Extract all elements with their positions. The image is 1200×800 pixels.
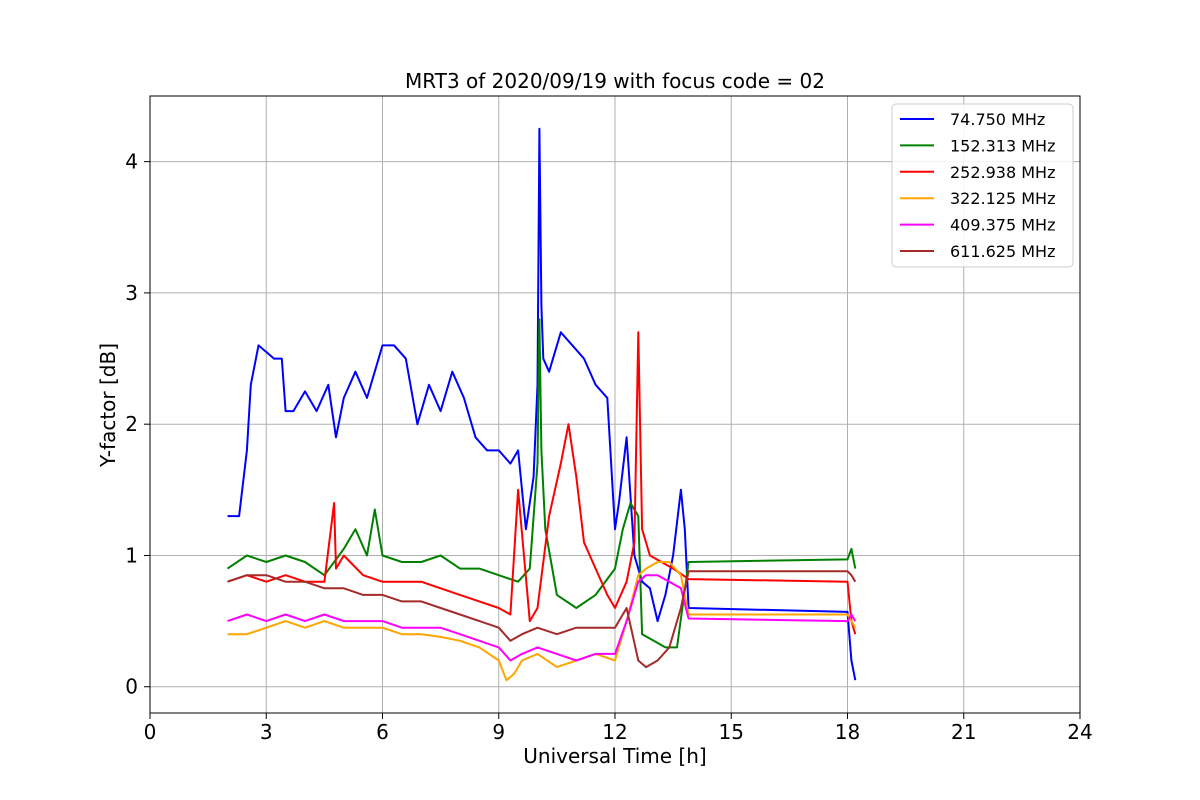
y-tick-label: 1	[125, 543, 138, 567]
series-line-4	[227, 561, 857, 682]
y-axis: 0 1 2 3 4	[125, 150, 150, 699]
series-line-5	[227, 574, 857, 662]
legend[interactable]: 74.750 MHz 152.313 MHz 252.938 MHz 322.125 …	[891, 103, 1074, 268]
x-tick-label: 9	[492, 720, 505, 744]
legend-label: 322.125 MHz	[950, 189, 1055, 208]
legend-label: 409.375 MHz	[950, 216, 1055, 235]
x-axis: 0 3 6 9 12 15 18 21 24	[144, 713, 1093, 744]
series-line-2	[226, 318, 857, 649]
x-tick-label: 12	[602, 720, 627, 744]
legend-label: 74.750 MHz	[950, 110, 1045, 129]
legend-label: 152.313 MHz	[950, 136, 1055, 155]
series-line-6	[227, 570, 857, 669]
y-tick-label: 2	[125, 412, 138, 436]
y-tick-label: 3	[125, 281, 138, 305]
y-axis-label: Y-factor [dB]	[96, 343, 120, 468]
x-tick-label: 3	[260, 720, 273, 744]
x-tick-label: 0	[144, 720, 157, 744]
series-line-3	[227, 331, 857, 635]
x-axis-label: Universal Time [h]	[523, 744, 706, 768]
x-tick-label: 24	[1067, 720, 1092, 744]
y-tick-label: 0	[125, 675, 138, 699]
x-tick-label: 21	[951, 720, 976, 744]
plot-area	[226, 127, 857, 682]
legend-label: 611.625 MHz	[950, 242, 1055, 261]
x-tick-label: 18	[835, 720, 860, 744]
series-line-1	[227, 127, 857, 681]
legend-label: 252.938 MHz	[950, 163, 1055, 182]
x-tick-label: 6	[376, 720, 389, 744]
y-tick-label: 4	[125, 150, 138, 174]
x-tick-label: 15	[719, 720, 744, 744]
legend-box	[891, 103, 1074, 268]
chart-title: MRT3 of 2020/09/19 with focus code = 02	[405, 69, 825, 93]
